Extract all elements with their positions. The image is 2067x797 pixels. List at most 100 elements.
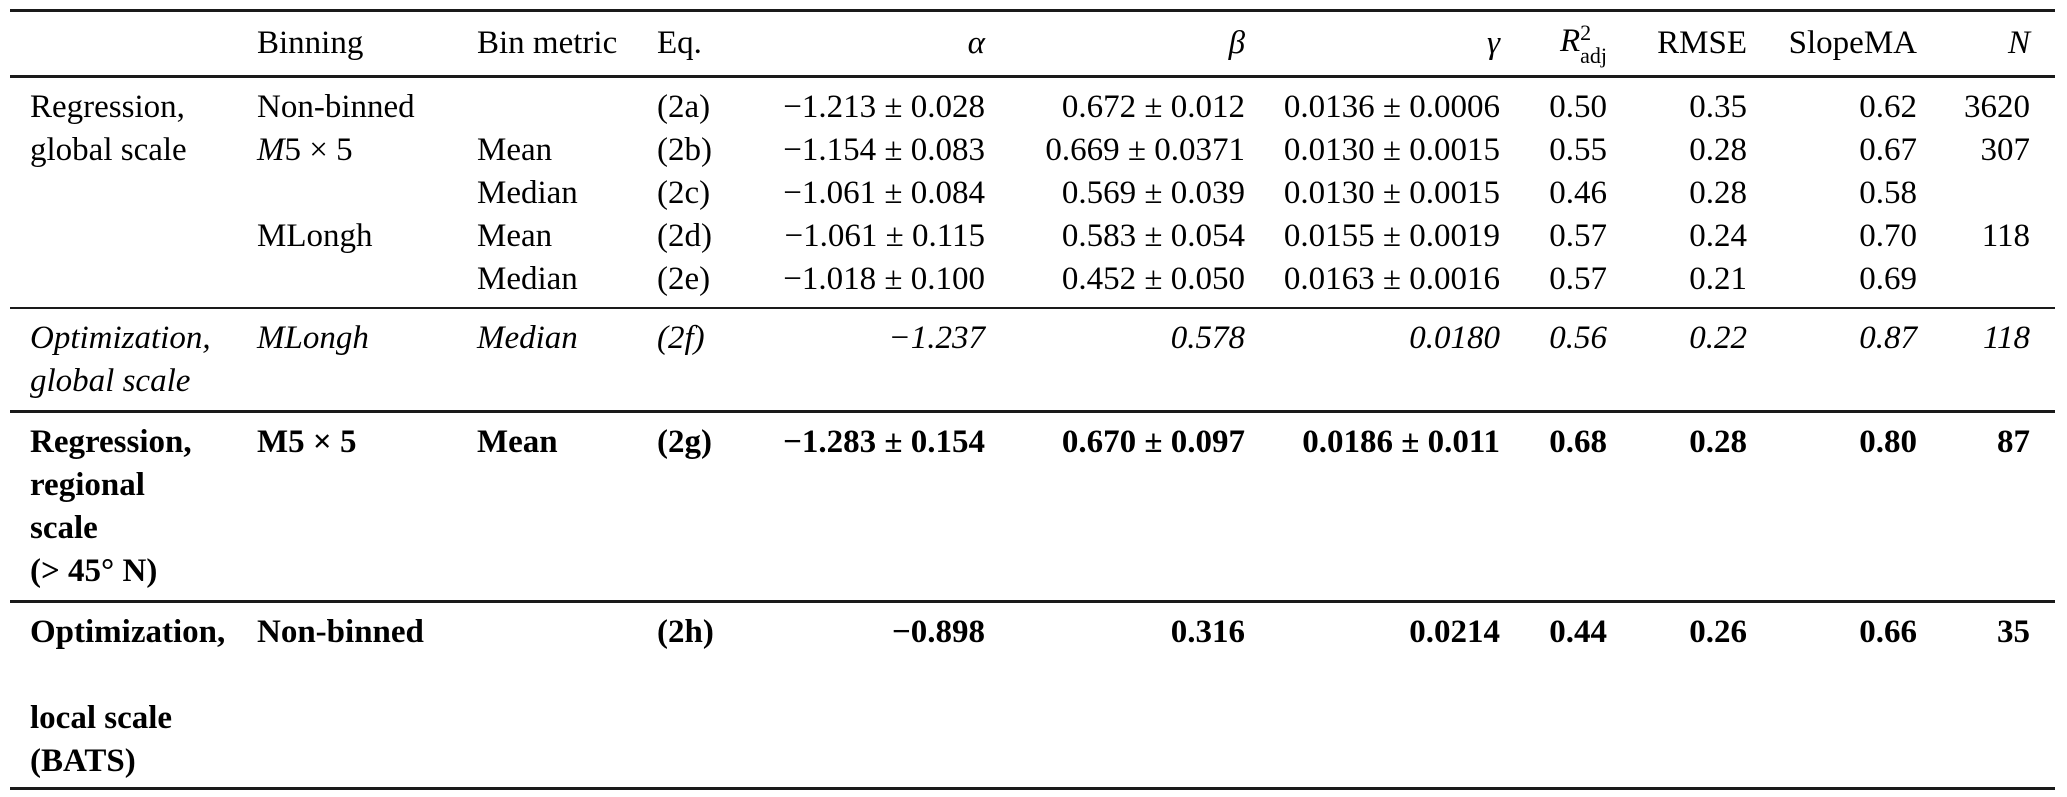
empty-cells xyxy=(257,360,2055,412)
cell-r2adj: 0.57 xyxy=(1549,261,1607,297)
cell-r2adj: 0.55 xyxy=(1549,132,1607,168)
cell-binning: MLongh xyxy=(257,218,373,254)
cell-eq: (2g) xyxy=(657,424,712,460)
cell-n: 35 xyxy=(1997,614,2030,650)
row-label: Regression, xyxy=(30,424,192,460)
cell-n xyxy=(1917,258,2055,308)
cell-binning xyxy=(257,172,477,215)
row-label: global scale xyxy=(30,132,187,168)
cell-rmse: 0.22 xyxy=(1689,320,1747,356)
row-label: regional xyxy=(30,467,145,503)
cell-bin-metric: Median xyxy=(477,261,578,297)
row-label: global scale xyxy=(30,363,191,399)
cell-beta: 0.452 ± 0.050 xyxy=(1061,261,1245,297)
column-header-binning: Binning xyxy=(257,25,364,61)
cell-slopema: 0.62 xyxy=(1859,89,1917,125)
table-row: Regression, M5 × 5 Mean (2g) −1.283 ± 0.… xyxy=(10,412,2055,465)
cell-alpha: −0.898 xyxy=(891,614,985,650)
cell-eq: (2d) xyxy=(657,218,712,254)
table-row: local scale xyxy=(10,697,2055,740)
cell-beta: 0.316 xyxy=(1170,614,1245,650)
cell-bin-metric xyxy=(477,77,657,130)
table-row: (> 45° N) xyxy=(10,550,2055,602)
row-label xyxy=(10,172,257,215)
row-label: Optimization, xyxy=(30,320,211,356)
section-regression-regional: Regression, M5 × 5 Mean (2g) −1.283 ± 0.… xyxy=(10,411,2055,602)
cell-r2adj: 0.44 xyxy=(1549,614,1607,650)
cell-r2adj: 0.56 xyxy=(1549,320,1607,356)
column-header-row-label xyxy=(10,11,257,77)
results-table: Binning Bin metric Eq. α β γ R 2 adj RMSE … xyxy=(10,9,2055,790)
table-header-row: Binning Bin metric Eq. α β γ R 2 adj RMSE … xyxy=(10,11,2055,77)
cell-r2adj: 0.50 xyxy=(1549,89,1607,125)
cell-eq: (2f) xyxy=(657,320,705,356)
cell-rmse: 0.28 xyxy=(1689,132,1747,168)
cell-bin-metric: Mean xyxy=(477,218,553,254)
cell-bin-metric: Median xyxy=(477,175,578,211)
cell-binning: M5 × 5 xyxy=(257,129,477,172)
cell-eq: (2h) xyxy=(657,614,714,650)
cell-n: 307 xyxy=(1980,132,2031,168)
cell-beta: 0.672 ± 0.012 xyxy=(1061,89,1245,125)
cell-alpha: −1.213 ± 0.028 xyxy=(783,89,985,125)
row-label: Optimization, xyxy=(30,614,226,650)
row-label: Regression, xyxy=(30,89,185,125)
row-label: scale xyxy=(30,510,98,546)
empty-cells xyxy=(257,507,2055,550)
r2-superscript: 2 xyxy=(1580,19,1592,45)
r2-subscript: adj xyxy=(1580,42,1607,68)
table-row: (BATS) xyxy=(10,740,2055,789)
cell-alpha: −1.061 ± 0.084 xyxy=(783,175,985,211)
cell-binning xyxy=(257,258,477,308)
section-optimization-local: Optimization, Non-binned (2h) −0.898 0.3… xyxy=(10,601,2055,789)
empty-cells xyxy=(257,697,2055,740)
cell-gamma: 0.0214 xyxy=(1409,614,1500,650)
cell-binning: Non-binned xyxy=(257,614,424,650)
cell-eq: (2e) xyxy=(657,261,711,297)
table-row: Optimization, MLongh Median (2f) −1.237 … xyxy=(10,308,2055,360)
table-row: global scale M5 × 5 Mean (2b) −1.154 ± 0… xyxy=(10,129,2055,172)
row-label xyxy=(10,215,257,258)
r2-supsub: 2 adj xyxy=(1580,21,1607,67)
cell-bin-metric xyxy=(477,602,657,655)
r2-base: R xyxy=(1559,22,1581,59)
row-label xyxy=(10,258,257,308)
binning-math-rest: 5 × 5 xyxy=(284,132,353,168)
cell-rmse: 0.26 xyxy=(1689,614,1747,650)
row-label xyxy=(10,654,257,697)
cell-binning: MLongh xyxy=(257,320,369,356)
cell-n: 118 xyxy=(1981,218,2030,254)
column-header-n: N xyxy=(2007,25,2030,61)
table-row: Regression, Non-binned (2a) −1.213 ± 0.0… xyxy=(10,77,2055,130)
cell-bin-metric: Median xyxy=(477,320,578,356)
section-optimization-global: Optimization, MLongh Median (2f) −1.237 … xyxy=(10,308,2055,412)
cell-bin-metric: Mean xyxy=(477,424,558,460)
cell-binning: M5 × 5 xyxy=(257,424,357,460)
column-header-r2adj: R 2 adj xyxy=(1500,11,1607,77)
table-row: Median (2e) −1.018 ± 0.100 0.452 ± 0.050… xyxy=(10,258,2055,308)
column-header-beta: β xyxy=(1228,25,1245,61)
cell-eq: (2c) xyxy=(657,175,711,211)
empty-cells xyxy=(257,740,2055,789)
cell-beta: 0.669 ± 0.0371 xyxy=(1045,132,1245,168)
cell-rmse: 0.21 xyxy=(1689,261,1747,297)
cell-rmse: 0.24 xyxy=(1689,218,1747,254)
cell-r2adj: 0.46 xyxy=(1549,175,1607,211)
table-row: regional xyxy=(10,464,2055,507)
cell-slopema: 0.66 xyxy=(1859,614,1917,650)
cell-alpha: −1.283 ± 0.154 xyxy=(783,424,985,460)
row-label: (> 45° N) xyxy=(30,553,158,589)
section-regression-global: Regression, Non-binned (2a) −1.213 ± 0.0… xyxy=(10,77,2055,309)
empty-cells xyxy=(257,464,2055,507)
column-header-eq: Eq. xyxy=(657,25,702,61)
cell-slopema: 0.69 xyxy=(1859,261,1917,297)
cell-rmse: 0.28 xyxy=(1689,424,1747,460)
cell-alpha: −1.237 xyxy=(888,320,985,356)
cell-n: 3620 xyxy=(1964,89,2030,125)
table-row xyxy=(10,654,2055,697)
cell-gamma: 0.0155 ± 0.0019 xyxy=(1283,218,1500,254)
cell-beta: 0.583 ± 0.054 xyxy=(1061,218,1245,254)
cell-rmse: 0.35 xyxy=(1689,89,1747,125)
table-row: Median (2c) −1.061 ± 0.084 0.569 ± 0.039… xyxy=(10,172,2055,215)
